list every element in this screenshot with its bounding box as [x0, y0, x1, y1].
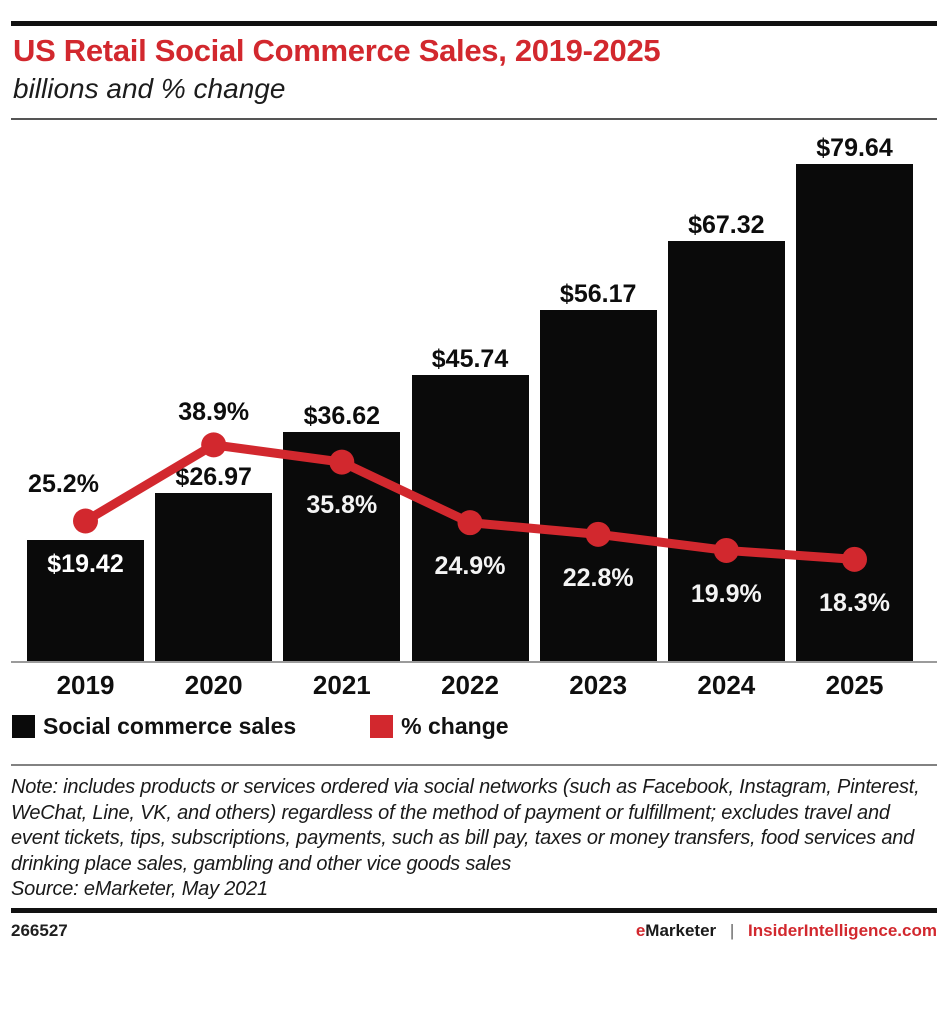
bar-value-label-2022: $45.74 — [431, 345, 509, 374]
bar-value-label-2025: $79.64 — [816, 133, 893, 162]
line-marker-2022 — [457, 510, 483, 536]
bar-2023 — [539, 310, 657, 662]
bar-2019 — [27, 539, 144, 662]
pct-label-2019: 25.2% — [28, 470, 99, 499]
footer-rule — [11, 907, 937, 913]
page-subtitle: billions and % change — [13, 73, 286, 105]
pct-change-line — [73, 432, 867, 573]
pct-label-2021: 35.8% — [306, 491, 378, 520]
bar-value-label-2020: $26.97 — [175, 462, 252, 491]
brand-links: eMarketer | InsiderIntelligence.com — [636, 921, 937, 941]
pct-label-2024: 19.9% — [690, 579, 762, 608]
x-tick-2020: 2020 — [184, 670, 243, 701]
bar-value-label-2019: $19.42 — [47, 549, 124, 578]
bar-value-label-2023: $56.17 — [559, 280, 637, 309]
x-tick-2025: 2025 — [825, 670, 884, 701]
subtitle-rule — [11, 118, 937, 121]
chart-id: 266527 — [11, 920, 68, 940]
note-divider — [11, 764, 937, 767]
page-title: US Retail Social Commerce Sales, 2019-20… — [13, 33, 661, 68]
bar-value-label-2024: $67.32 — [688, 210, 765, 239]
x-axis-line — [11, 661, 937, 664]
pct-label-2025: 18.3% — [819, 588, 890, 617]
bar-value-label-2021: $36.62 — [303, 402, 381, 431]
x-tick-2023: 2023 — [569, 670, 628, 701]
pct-label-2023: 22.8% — [562, 563, 634, 592]
x-tick-2021: 2021 — [312, 670, 371, 701]
legend-swatch-social-commerce-sales — [12, 714, 35, 738]
line-marker-2019 — [73, 508, 98, 534]
line-marker-2025 — [842, 547, 867, 573]
chart-legend: Social commerce sales % change — [12, 712, 937, 739]
chart-plot-area: $19.42 25.2% $26.97 38.9% $36.62 35.8% $45.74 2… — [27, 126, 913, 662]
source-text: Source: eMarketer, May 2021 — [11, 878, 268, 901]
pct-label-2020: 38.9% — [178, 398, 250, 427]
line-marker-2024 — [713, 538, 739, 564]
x-tick-2019: 2019 — [56, 670, 115, 701]
bar-2025 — [796, 163, 913, 662]
x-axis-labels: 2019 2020 2021 2022 2023 2024 2025 — [27, 663, 913, 701]
line-marker-2020 — [201, 432, 227, 458]
footer: 266527 eMarketer | InsiderIntelligence.c… — [11, 921, 937, 941]
line-marker-2021 — [329, 449, 355, 475]
line-marker-2023 — [585, 522, 611, 548]
x-tick-2022: 2022 — [441, 670, 499, 701]
note-text: Note: includes products or services orde… — [11, 776, 920, 875]
pct-label-2022: 24.9% — [434, 551, 506, 580]
brand-separator: | — [729, 920, 735, 940]
insider-intelligence-link: InsiderIntelligence.com — [748, 920, 937, 940]
top-rule — [11, 21, 937, 26]
legend-label-pct-change: % change — [401, 712, 509, 739]
bar-2024 — [667, 240, 785, 662]
legend-swatch-pct-change — [370, 714, 394, 738]
x-tick-2024: 2024 — [697, 670, 756, 701]
bar-2020 — [155, 492, 273, 662]
emarketer-wordmark: eMarketer — [635, 920, 717, 940]
legend-label-social-commerce-sales: Social commerce sales — [43, 712, 297, 739]
